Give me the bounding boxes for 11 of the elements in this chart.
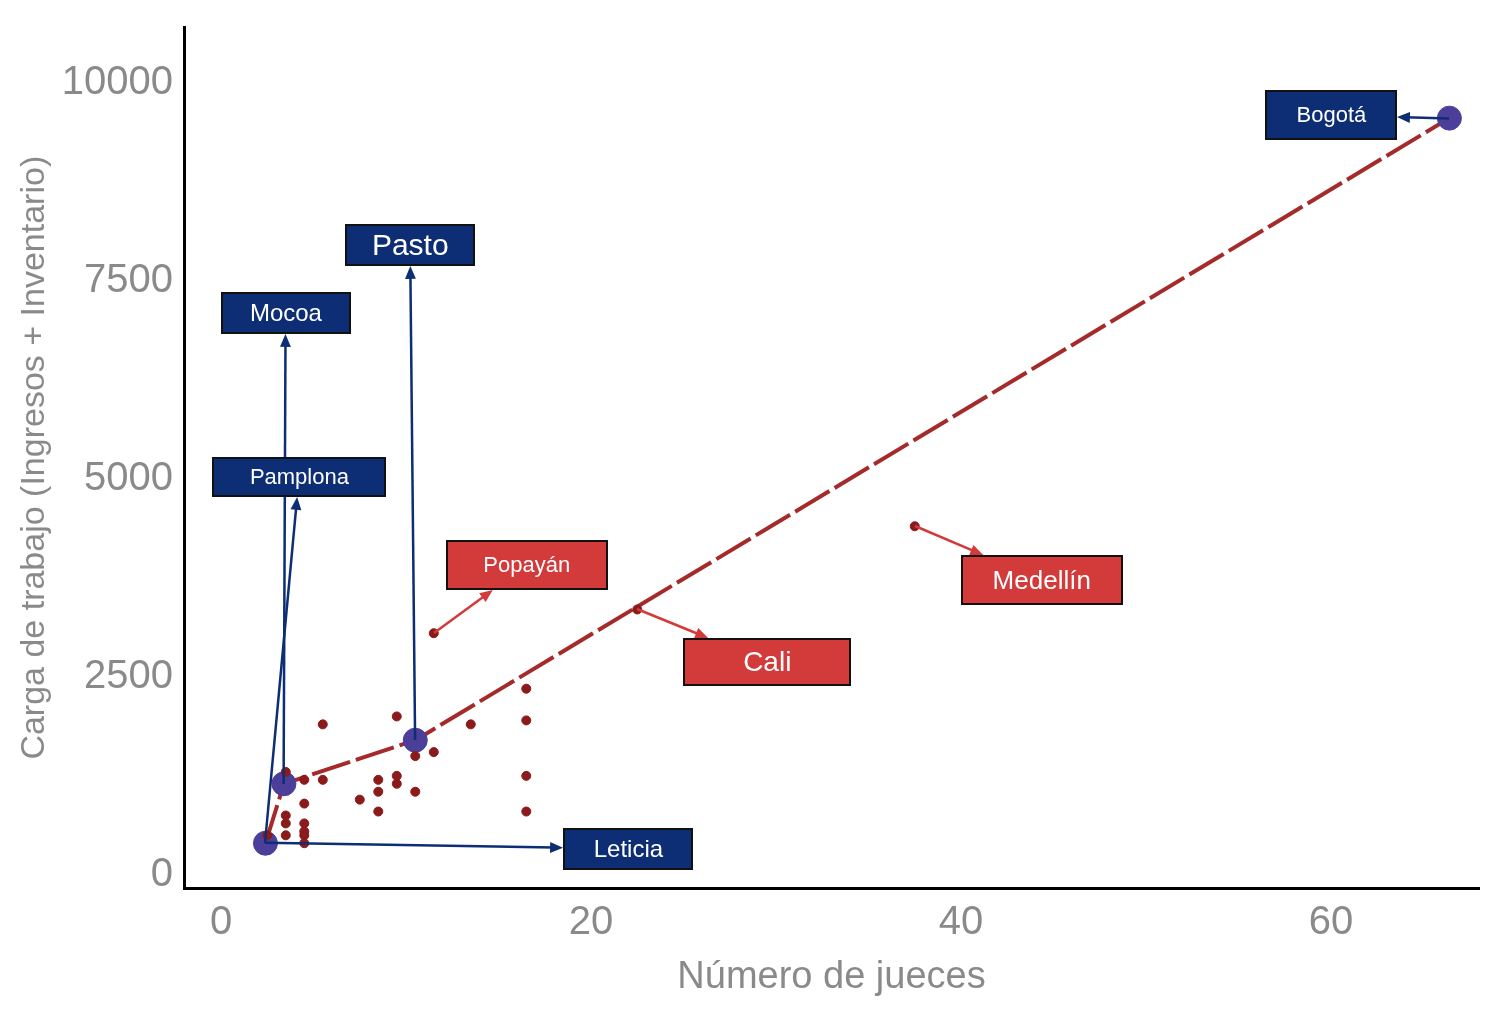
y-tick-label: 10000 — [61, 57, 174, 102]
x-tick-label: 20 — [568, 898, 614, 943]
y-tick-label: 2500 — [84, 651, 174, 696]
x-axis-title: Número de jueces — [677, 953, 986, 996]
x-tick-label: 60 — [1308, 898, 1354, 943]
y-tick-label: 7500 — [84, 255, 174, 300]
y-axis-title: Carga de trabajo (Ingresos + Inventario) — [12, 155, 51, 760]
x-tick-label: 40 — [938, 898, 984, 943]
y-tick-label: 0 — [150, 849, 174, 894]
y-tick-label: 5000 — [84, 453, 174, 498]
x-tick-label: 0 — [209, 898, 233, 943]
